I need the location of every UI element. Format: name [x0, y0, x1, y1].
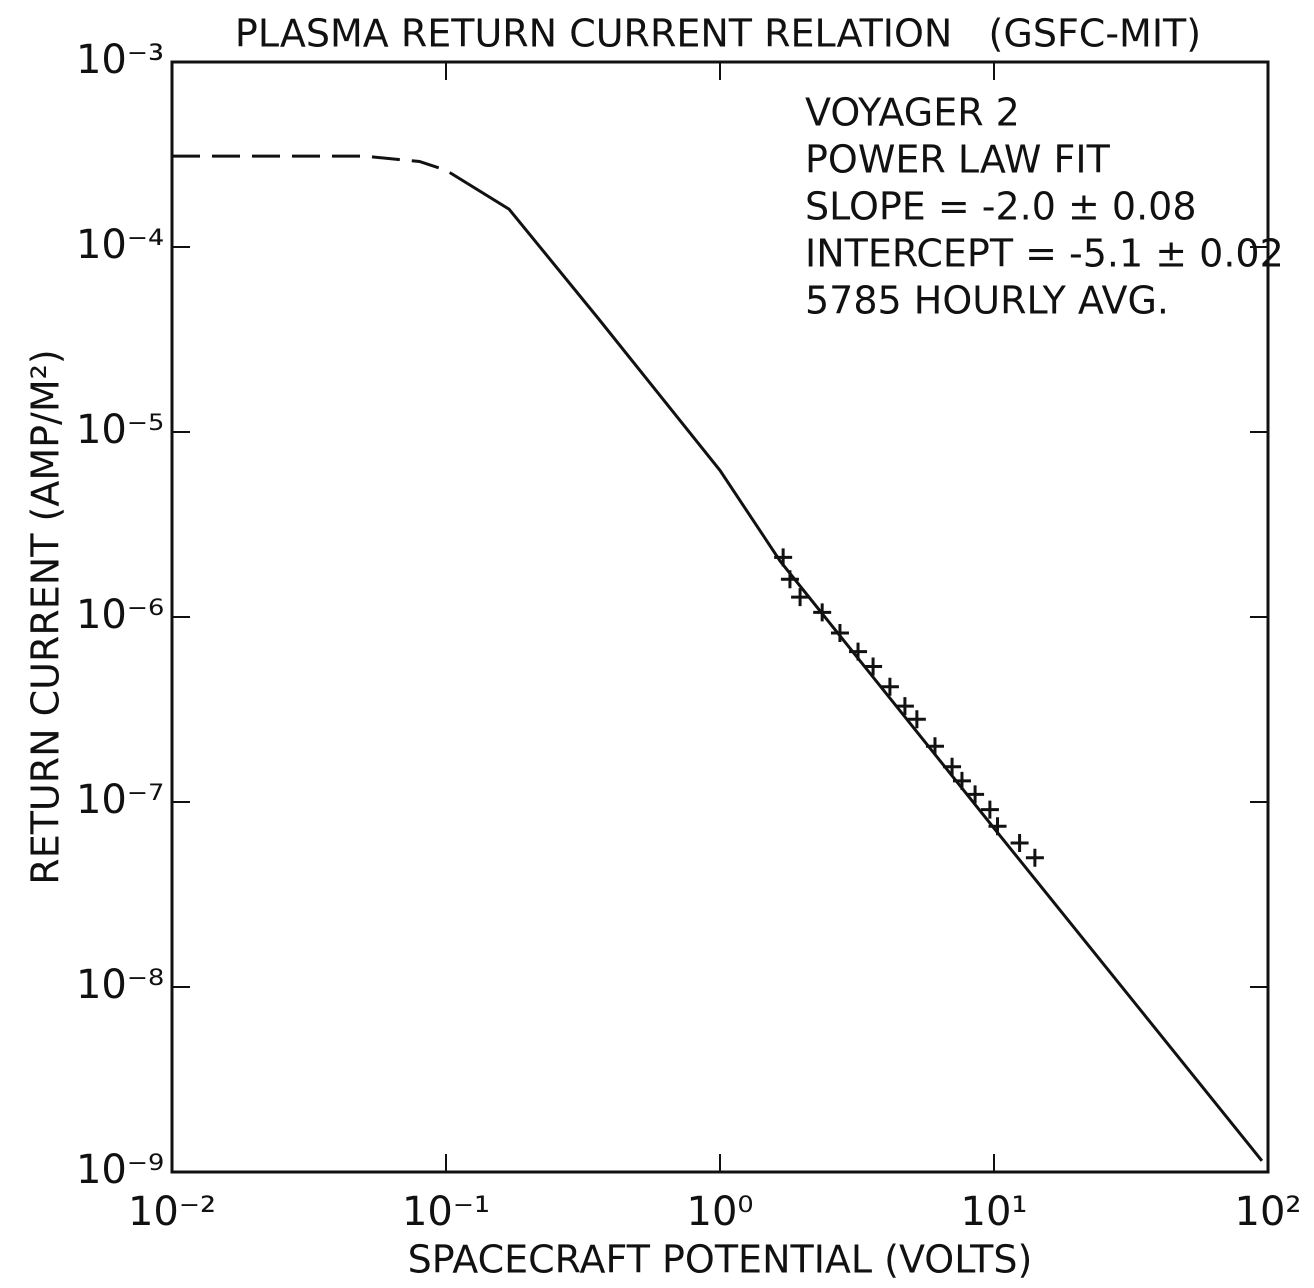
x-tick-label: 10⁰	[687, 1189, 754, 1235]
annotation: INTERCEPT = -5.1 ± 0.02	[805, 232, 1284, 276]
y-tick-label: 10⁻⁶	[76, 592, 164, 638]
y-tick-label: 10⁻³	[76, 37, 164, 83]
annotation: VOYAGER 2	[805, 91, 1020, 135]
data-point	[830, 623, 849, 642]
x-axis-label: SPACECRAFT POTENTIAL (VOLTS)	[408, 1238, 1033, 1282]
y-tick-label: 10⁻⁸	[76, 962, 164, 1008]
plot-frame	[170, 60, 1270, 1174]
data-point	[791, 588, 810, 607]
data-point	[864, 657, 883, 676]
x-tick-label: 10²	[1235, 1189, 1302, 1235]
chart-title: PLASMA RETURN CURRENT RELATION (GSFC-MIT…	[235, 12, 1201, 56]
annotation: SLOPE = -2.0 ± 0.08	[805, 185, 1197, 229]
line-series	[466, 182, 1264, 1162]
x-tick-label: 10¹	[961, 1189, 1028, 1235]
data-point	[880, 677, 899, 696]
x-tick-label: 10⁻¹	[402, 1189, 490, 1235]
y-axis-label: RETURN CURRENT (AMP/M²)	[24, 349, 68, 884]
x-tick-label: 10⁻²	[128, 1189, 216, 1235]
y-tick-label: 10⁻⁹	[76, 1147, 164, 1193]
data-point	[952, 771, 971, 790]
data-point	[780, 570, 799, 589]
y-tick-label: 10⁻⁷	[76, 777, 164, 823]
data-point	[849, 642, 868, 661]
data-point	[774, 548, 793, 567]
annotation: 5785 HOURLY AVG.	[805, 279, 1169, 323]
data-point	[895, 697, 914, 716]
data-point	[1010, 834, 1029, 853]
data-point	[1025, 848, 1044, 867]
data-point	[925, 737, 944, 756]
y-tick-label: 10⁻⁵	[76, 407, 164, 453]
data-point	[813, 603, 832, 622]
data-point	[966, 785, 985, 804]
line-series	[172, 154, 469, 185]
data-point	[907, 710, 926, 729]
y-tick-label: 10⁻⁴	[76, 222, 164, 268]
data-point	[980, 800, 999, 819]
annotation: POWER LAW FIT	[805, 138, 1111, 182]
data-point	[988, 817, 1007, 836]
data-point	[943, 757, 962, 776]
